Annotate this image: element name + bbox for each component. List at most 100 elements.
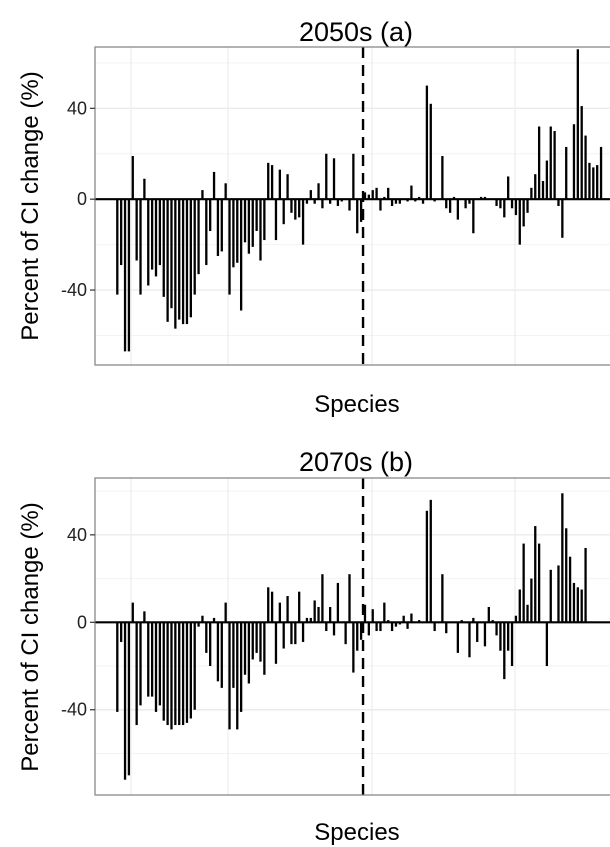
bar — [336, 582, 340, 623]
bar — [344, 622, 347, 645]
bar — [549, 126, 552, 200]
bar — [468, 622, 471, 658]
bar — [174, 199, 177, 329]
bar — [394, 622, 398, 627]
bar — [499, 622, 502, 651]
bar — [116, 199, 119, 295]
bar — [270, 591, 274, 623]
bar — [321, 199, 324, 209]
bar — [239, 622, 243, 712]
bar — [503, 199, 506, 218]
bar — [267, 162, 270, 200]
chart-2070s: -40 0 40 2070s (b) Species Percent of CI chan… — [17, 447, 610, 846]
bar — [116, 622, 119, 712]
bar — [545, 160, 549, 200]
y-tick-label: 0 — [77, 612, 87, 632]
bar — [534, 174, 537, 200]
bar — [209, 199, 212, 231]
bar — [127, 622, 131, 776]
bar — [348, 574, 351, 623]
bar — [274, 199, 278, 241]
bar — [135, 622, 138, 726]
bar — [286, 596, 289, 623]
bar — [147, 199, 150, 286]
bar — [402, 615, 405, 623]
bar — [170, 199, 173, 309]
bar — [596, 165, 599, 200]
bar — [599, 146, 603, 200]
bar — [220, 622, 223, 688]
bar — [236, 622, 239, 730]
bar — [197, 199, 200, 275]
bar — [197, 622, 200, 627]
bar — [390, 622, 394, 632]
bar — [410, 613, 413, 623]
bar — [479, 196, 483, 200]
bar — [139, 622, 142, 706]
bar — [270, 165, 274, 200]
bar — [181, 622, 185, 726]
bar — [510, 622, 514, 667]
bar — [352, 153, 355, 200]
bar — [406, 199, 409, 202]
bar — [387, 187, 390, 200]
bar — [572, 124, 576, 200]
bar — [363, 192, 367, 200]
y-tick-label: -40 — [61, 280, 87, 300]
bar — [336, 199, 340, 206]
bar — [201, 190, 204, 200]
bar — [507, 622, 510, 651]
bar — [406, 622, 409, 629]
bar — [541, 181, 545, 200]
bar — [332, 158, 336, 200]
bar — [483, 622, 487, 647]
bar — [209, 622, 212, 667]
chart-2050s: -40 0 40 2050s (a) Species Percent of CI chan… — [17, 17, 610, 418]
y-tick-label: 0 — [77, 189, 87, 209]
bar — [193, 622, 196, 710]
bar — [216, 622, 220, 682]
bar — [464, 199, 467, 209]
bar — [282, 622, 285, 649]
bar — [255, 199, 258, 231]
bar — [278, 169, 281, 200]
bar — [178, 622, 181, 726]
bar — [301, 199, 305, 245]
y-tick-label: -40 — [61, 700, 87, 720]
bar — [441, 156, 444, 200]
bar — [135, 199, 138, 261]
bar — [390, 199, 394, 206]
bar — [580, 589, 583, 623]
bar — [255, 622, 258, 653]
bar — [158, 199, 162, 266]
bar — [507, 176, 510, 200]
bar — [359, 199, 363, 222]
bar — [445, 622, 448, 634]
bar — [239, 199, 243, 311]
bar — [433, 622, 436, 632]
bar — [576, 587, 579, 623]
bar — [526, 604, 529, 623]
bar — [340, 199, 343, 202]
bar — [433, 199, 436, 202]
bar — [123, 622, 127, 780]
bar — [185, 622, 189, 723]
bar — [263, 199, 266, 241]
bar — [561, 199, 564, 238]
bar — [418, 196, 421, 200]
bar — [534, 526, 537, 623]
bar — [216, 199, 220, 256]
bar — [329, 606, 332, 623]
y-axis-label: Percent of CI change (%) — [17, 71, 44, 340]
bar — [537, 126, 541, 200]
bar — [576, 49, 579, 200]
bar — [305, 199, 309, 204]
bar — [568, 556, 572, 623]
y-tick-label: 40 — [67, 525, 87, 545]
bar — [162, 199, 165, 297]
bar — [243, 199, 247, 243]
bar — [131, 602, 134, 623]
bar — [584, 135, 587, 200]
bar — [189, 199, 192, 318]
